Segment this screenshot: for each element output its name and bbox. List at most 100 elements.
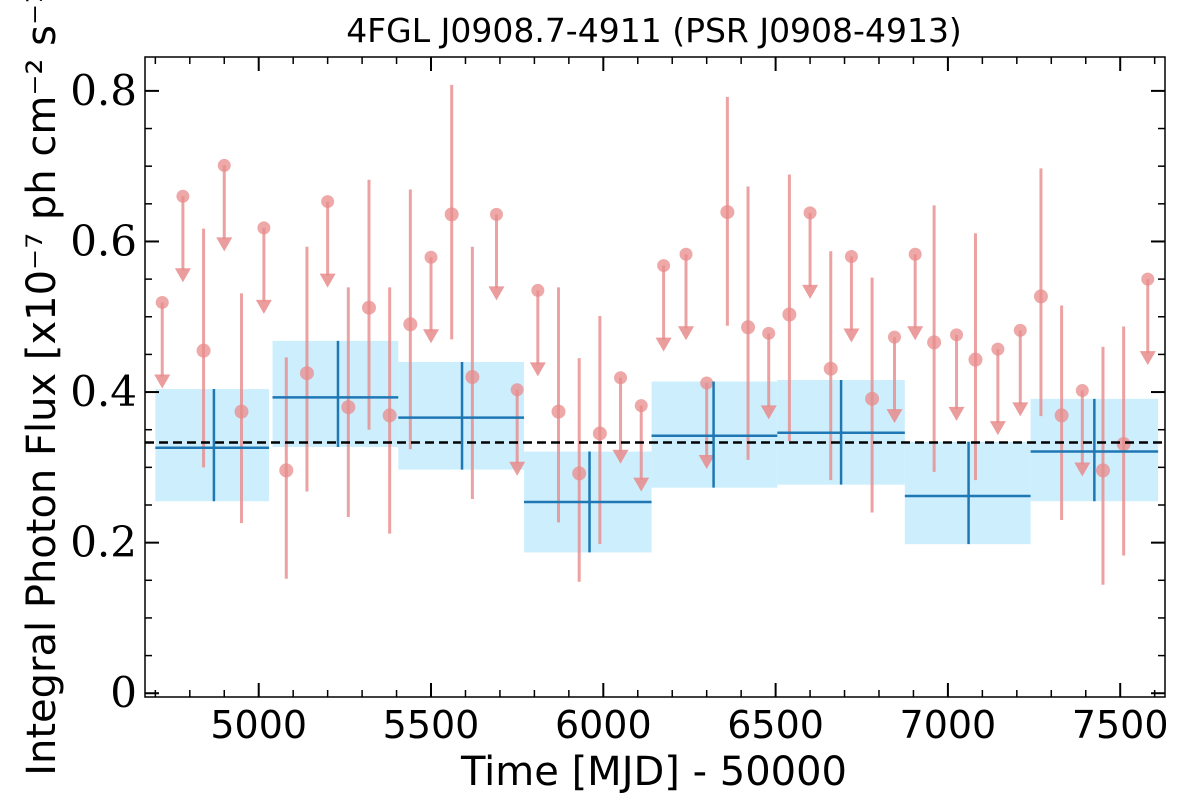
upper-limit-arrow-head [319, 273, 336, 288]
detection-marker [361, 300, 376, 315]
detection-marker [782, 307, 797, 322]
detection-point [234, 293, 249, 524]
upper-limit-arrow-head [255, 299, 272, 314]
detection-marker [927, 335, 942, 350]
long-bin-cross [155, 389, 270, 502]
detection-point [865, 277, 880, 513]
upper-limit-arrow-head [886, 409, 903, 424]
detection-marker [1033, 289, 1048, 304]
upper-limit [255, 221, 272, 314]
detection-point [465, 246, 480, 499]
upper-limit-arrow-head [633, 477, 650, 492]
x-tick-label: 6000 [555, 703, 652, 747]
upper-limit-arrow-head [678, 326, 695, 341]
chart-title: 4FGL J0908.7-4911 (PSR J0908-4913) [346, 11, 962, 50]
detection-marker [592, 426, 607, 441]
detection-marker [1054, 408, 1069, 423]
detection-marker [1116, 437, 1131, 452]
upper-limit-arrow-head [1139, 351, 1156, 366]
upper-limit [423, 250, 440, 344]
short-bin-points [154, 84, 1156, 585]
detection-marker [196, 343, 211, 358]
long-bin-box [155, 389, 270, 502]
upper-limit-arrow-head [1074, 462, 1091, 477]
upper-limit-marker [950, 328, 964, 342]
detection-marker [234, 404, 249, 419]
detection-point [444, 84, 459, 340]
detection-point [196, 228, 211, 468]
detection-marker [341, 400, 356, 415]
upper-limit-marker [257, 221, 271, 235]
upper-limit-arrow-head [612, 449, 629, 464]
upper-limit [1139, 272, 1156, 366]
upper-limit [633, 399, 650, 492]
upper-limit-marker [614, 371, 628, 385]
detection-marker [572, 466, 587, 481]
detection-marker [465, 370, 480, 384]
upper-limit-arrow-head [989, 421, 1006, 436]
upper-limit [529, 283, 546, 377]
upper-limit-marker [844, 250, 858, 264]
upper-limit [612, 371, 629, 464]
detection-point [782, 174, 797, 441]
detection-marker [741, 320, 756, 335]
upper-limit-marker [657, 259, 671, 273]
upper-limit [1012, 323, 1029, 417]
x-tick-label: 7500 [1072, 703, 1169, 747]
long-bin-cross [524, 451, 652, 553]
detection-point [592, 316, 607, 545]
detection-marker [403, 317, 418, 332]
upper-limit-arrow-head [1012, 402, 1029, 417]
plot-frame [144, 56, 1166, 698]
x-tick-label: 7000 [900, 703, 997, 747]
upper-limit-arrow-head [802, 284, 819, 299]
detection-point [927, 205, 942, 472]
detection-point [341, 287, 356, 518]
detection-point [1033, 168, 1048, 417]
detection-marker [1095, 463, 1110, 478]
upper-limit-marker [762, 326, 776, 340]
upper-limit-arrow-head [216, 237, 233, 252]
upper-limit [886, 330, 903, 424]
upper-limit-marker [887, 330, 901, 344]
upper-limit-marker [531, 283, 545, 297]
detection-marker [279, 463, 294, 478]
long-bin-cross [1030, 398, 1159, 502]
upper-limit-arrow-head [423, 329, 440, 344]
upper-limit [989, 342, 1006, 436]
detection-point [551, 287, 566, 523]
detection-point [741, 186, 756, 460]
upper-limit-marker [424, 250, 438, 264]
detection-point [572, 358, 587, 582]
long-bin-cross [272, 340, 399, 448]
detection-point [823, 251, 838, 481]
upper-limit-marker [321, 195, 335, 209]
upper-limit-arrow-head [948, 406, 965, 421]
detection-point [361, 179, 376, 430]
upper-limit [319, 195, 336, 288]
upper-limit [698, 376, 715, 470]
upper-limit-arrow-head [488, 286, 505, 301]
upper-limit-arrow-head [655, 337, 672, 352]
upper-limit [216, 158, 233, 252]
long-bin-cross [398, 361, 525, 470]
long-bin-cross [904, 441, 1031, 545]
long-bin-cross [651, 381, 778, 488]
detection-point [403, 189, 418, 450]
upper-limit [655, 259, 672, 352]
long-bin-box [272, 340, 399, 448]
detection-point [1095, 346, 1110, 585]
upper-limit [174, 189, 191, 283]
upper-limit-arrow-head [174, 268, 191, 283]
detection-point [720, 96, 735, 326]
detection-point [382, 287, 397, 534]
upper-limit [154, 295, 171, 389]
y-tick-label: 0.6 [70, 216, 137, 265]
axis-ticks [145, 57, 1165, 697]
upper-limit-marker [1075, 384, 1089, 398]
x-tick-label: 5000 [210, 703, 307, 747]
detection-marker [444, 207, 459, 222]
detection-marker [823, 361, 838, 376]
upper-limit-arrow-head [843, 328, 860, 343]
